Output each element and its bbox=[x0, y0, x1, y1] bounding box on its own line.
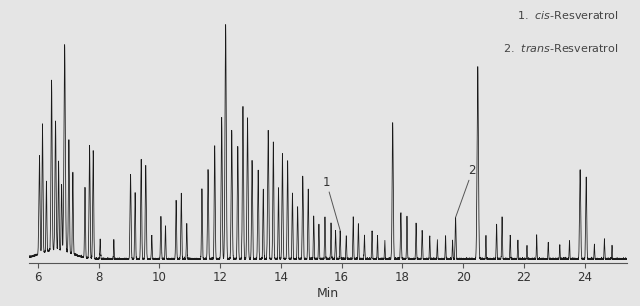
Text: 1.  $\it{cis}$-Resveratrol: 1. $\it{cis}$-Resveratrol bbox=[516, 9, 618, 21]
X-axis label: Min: Min bbox=[317, 287, 339, 300]
Text: 2: 2 bbox=[456, 165, 476, 217]
Text: 2.  $\it{trans}$-Resveratrol: 2. $\it{trans}$-Resveratrol bbox=[503, 42, 618, 54]
Text: 1: 1 bbox=[323, 176, 340, 230]
